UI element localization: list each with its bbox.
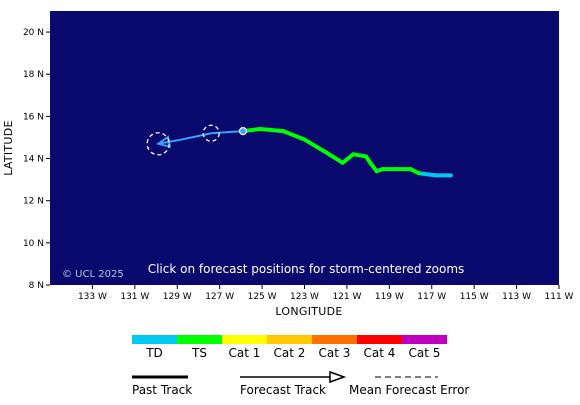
lat-tick-label: 16 N [23, 112, 44, 122]
lat-tick-label: 10 N [23, 239, 44, 249]
lat-tick-label: 12 N [23, 197, 44, 207]
legend-label: TS [191, 346, 207, 360]
lon-tick-label: 133 W [78, 292, 107, 302]
lon-tick-label: 123 W [290, 292, 319, 302]
longitude-ticks: 133 W 131 W 129 W 127 W 125 W 123 W 121 W 119 W… [78, 285, 574, 302]
lon-tick-label: 117 W [417, 292, 446, 302]
past-track-segment [351, 152, 369, 159]
legend-swatch [132, 335, 177, 344]
forecast-arrow-icon [329, 370, 347, 384]
lon-tick-label: 111 W [545, 292, 574, 302]
legend-swatch [177, 335, 222, 344]
legend-swatch [222, 335, 267, 344]
forecast-positions [238, 127, 248, 136]
legend-label: Cat 2 [274, 346, 306, 360]
lon-tick-label: 129 W [163, 292, 192, 302]
error-label: Mean Forecast Error [349, 383, 469, 397]
past-track-segment [257, 127, 286, 134]
current-position-marker[interactable] [238, 127, 248, 136]
past-track-segment [340, 152, 356, 165]
lon-tick-label: 115 W [460, 292, 489, 302]
forecast-error-circles [146, 124, 220, 156]
lat-tick-label: 8 N [29, 281, 44, 291]
lon-tick-label: 119 W [375, 292, 404, 302]
x-axis-title: LONGITUDE [275, 305, 342, 318]
legend-swatch [312, 335, 357, 344]
forecast-track-label: Forecast Track [240, 383, 326, 397]
legend-swatch [402, 335, 447, 344]
past-track-label: Past Track [132, 383, 192, 397]
lon-tick-label: 125 W [248, 292, 277, 302]
lat-tick-label: 18 N [23, 70, 44, 80]
past-track-segment [302, 137, 328, 155]
lon-tick-label: 113 W [502, 292, 531, 302]
lon-tick-label: 127 W [205, 292, 234, 302]
legend-swatch [267, 335, 312, 344]
forecast-track-segment [181, 132, 212, 141]
lat-tick-label: 14 N [23, 155, 44, 165]
legend-label: Cat 3 [319, 346, 351, 360]
y-axis-title: LATITUDE [2, 120, 15, 176]
lon-tick-label: 121 W [332, 292, 361, 302]
ocean-plot-area[interactable] [50, 11, 559, 285]
forecast-error-circle[interactable] [202, 124, 220, 142]
forecast-error-circle[interactable] [146, 132, 170, 156]
past-track [240, 127, 453, 178]
past-track-segment [417, 171, 438, 178]
forecast-track-segment [211, 130, 244, 135]
copyright: © UCL 2025 [62, 269, 124, 280]
lon-tick-label: 131 W [120, 292, 149, 302]
latitude-ticks: 20 N 18 N 16 N 14 N 12 N 10 N 8 N [23, 28, 50, 291]
intensity-legend: TD TS Cat 1 Cat 2 Cat 3 Cat 4 Cat 5 [132, 335, 447, 360]
legend-label: Cat 4 [364, 346, 396, 360]
past-track-segment [281, 129, 307, 142]
map-instruction: Click on forecast positions for storm-ce… [148, 262, 465, 276]
past-track-segment [323, 150, 345, 165]
lat-tick-label: 20 N [23, 28, 44, 38]
legend-label: Cat 5 [409, 346, 441, 360]
legend-swatch [357, 335, 402, 344]
track-key: Past Track Forecast Track Mean Forecast … [132, 370, 469, 397]
legend-label: TD [145, 346, 163, 360]
legend-label: Cat 1 [229, 346, 261, 360]
